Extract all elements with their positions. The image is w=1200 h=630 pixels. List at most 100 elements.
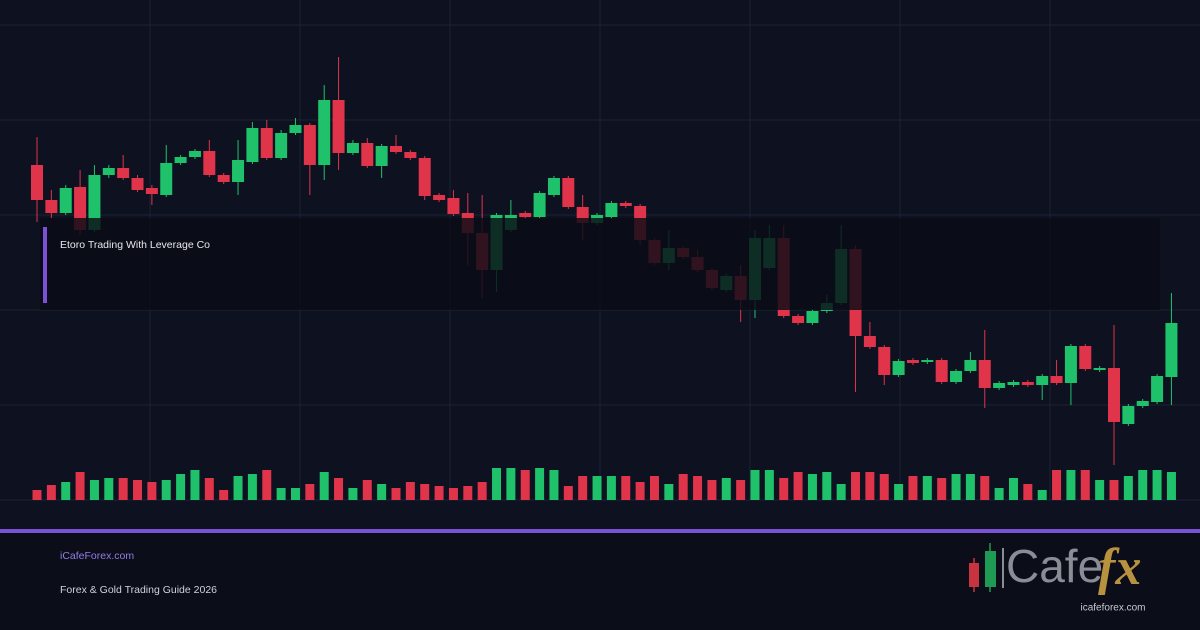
volume-bar [104, 478, 114, 500]
divider [0, 529, 1200, 533]
volume-bar [448, 488, 458, 500]
candle-body [935, 360, 948, 382]
candle-body [547, 178, 560, 195]
candle-body [978, 360, 991, 388]
volume-bar [377, 484, 387, 500]
candle-body [605, 203, 618, 217]
volume-bar [161, 480, 171, 500]
candle-body [447, 198, 460, 214]
candle-body [188, 151, 201, 157]
volume-bar [1166, 472, 1176, 500]
volume-bar [635, 482, 645, 500]
volume-bar [463, 486, 473, 500]
volume-bar [1123, 476, 1133, 500]
volume-bar [865, 472, 875, 500]
candle-body [232, 160, 245, 182]
candle-body [31, 165, 43, 200]
candle-body [1165, 323, 1178, 377]
volume-bar [922, 476, 932, 500]
volume-bar [736, 480, 746, 500]
volume-bar [678, 474, 688, 500]
volume-bar [779, 478, 789, 500]
candle-body [246, 128, 259, 162]
volume-bar [1152, 470, 1162, 500]
volume-bar [937, 478, 947, 500]
candle-body [1151, 376, 1164, 402]
volume-bar [879, 474, 889, 500]
volume-bar [578, 476, 588, 500]
candle-body [332, 100, 345, 153]
volume-bar [721, 478, 731, 500]
volume-bar [420, 484, 430, 500]
volume-bar [75, 472, 85, 500]
candle-body [174, 157, 187, 163]
volume-bar [908, 476, 918, 500]
volume-bar [1080, 470, 1090, 500]
volume-bar [89, 480, 99, 500]
candle-body [792, 316, 805, 323]
title: Etoro Trading With Leverage Co [60, 239, 210, 251]
volume-bar [822, 472, 832, 500]
site: iCafeForex.com [60, 550, 134, 562]
volume-bar [219, 490, 229, 500]
volume-bar [649, 476, 659, 500]
volume-bar [290, 488, 300, 500]
volume-bar [1008, 478, 1018, 500]
candle-body [88, 175, 101, 230]
volume-bar [405, 482, 415, 500]
candle-body [1021, 382, 1034, 385]
volume-bar [707, 480, 717, 500]
candle-body [863, 336, 876, 347]
volume-bar [592, 476, 602, 500]
logo-bar [1002, 548, 1004, 588]
candle-body [533, 193, 546, 217]
title-panel [40, 218, 1160, 310]
volume-bar [61, 482, 71, 500]
volume-bar [851, 472, 861, 500]
volume-bar [319, 472, 329, 500]
candle-body [906, 360, 919, 363]
volume-bar [362, 480, 372, 500]
candle-body [1136, 401, 1149, 406]
logo-word: Cafe [1006, 540, 1103, 592]
volume-bar [664, 484, 674, 500]
volume-bar [693, 476, 703, 500]
candle-body [102, 168, 115, 175]
volume-bar [994, 488, 1004, 500]
candle-body [1108, 368, 1120, 422]
candle-body [203, 151, 216, 175]
volume-bar [965, 474, 975, 500]
logo-icon [985, 551, 996, 587]
volume-bar [563, 486, 573, 500]
volume-bar [807, 474, 817, 500]
candle-body [964, 360, 977, 371]
volume-bar [133, 480, 143, 500]
volume-bar [204, 478, 214, 500]
volume-bar [506, 468, 516, 500]
volume-bar [391, 488, 401, 500]
candle-body [1050, 376, 1063, 383]
candle-body [1093, 368, 1106, 370]
candle-body [619, 203, 632, 206]
candle-body [117, 168, 130, 178]
volume-bar [1095, 480, 1105, 500]
candle-body [1122, 406, 1135, 424]
subtitle: Forex & Gold Trading Guide 2026 [60, 584, 217, 596]
candle-body [289, 125, 302, 133]
volume-bar [190, 470, 200, 500]
footer [0, 533, 1200, 630]
logo-accent: fx [1098, 539, 1141, 596]
candle-body [59, 188, 72, 213]
volume-bar [1066, 470, 1076, 500]
logo-icon [969, 563, 979, 587]
volume-bar [621, 476, 631, 500]
candle-body [1079, 346, 1092, 369]
volume-bar [176, 474, 186, 500]
candle-body [892, 361, 905, 375]
volume-bar [492, 468, 502, 500]
volume-bar [147, 482, 157, 500]
volume-bar [477, 482, 487, 500]
candle-body [806, 311, 819, 323]
candle-body [160, 163, 173, 195]
